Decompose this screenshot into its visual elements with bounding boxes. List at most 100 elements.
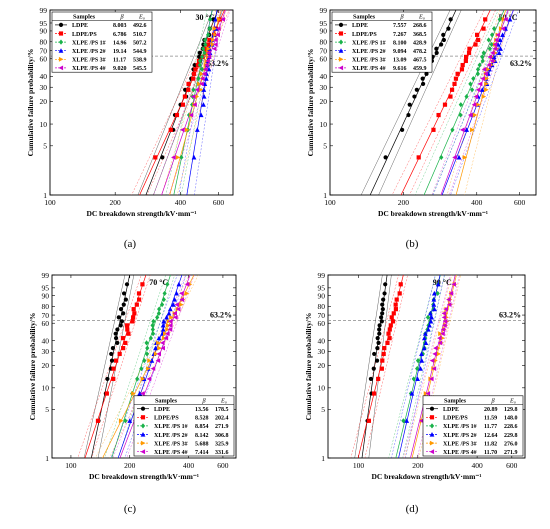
x-tick-label: 600 — [217, 461, 229, 470]
data-point — [146, 376, 152, 382]
legend-e0: 368.5 — [413, 32, 427, 38]
data-point — [481, 50, 486, 56]
data-point — [216, 17, 222, 22]
data-point — [120, 336, 126, 341]
legend-series-name: XLPE /PS 1# — [154, 424, 188, 430]
legend-series-name: LDPE — [352, 23, 368, 29]
data-point — [473, 94, 479, 99]
legend-series-name: LDPE/PS — [72, 32, 97, 38]
data-point — [204, 62, 209, 68]
data-point — [130, 319, 135, 324]
data-point — [123, 340, 128, 346]
y-tick-label: 20 — [42, 361, 50, 370]
data-point — [440, 327, 446, 332]
data-point — [144, 351, 150, 357]
data-point — [468, 81, 473, 87]
confidence-bound — [378, 10, 462, 195]
legend-header: β — [490, 397, 495, 404]
legend-series-name: XLPE /PS 4# — [352, 66, 386, 72]
legend-e0: 268.6 — [413, 23, 427, 29]
data-point — [486, 62, 492, 68]
legend-e0: 538.9 — [133, 58, 147, 64]
data-point — [455, 71, 460, 76]
data-point — [105, 376, 110, 382]
data-point — [156, 340, 161, 346]
data-point — [126, 331, 131, 336]
data-point — [496, 50, 502, 55]
x-tick-label: 200 — [124, 461, 136, 470]
data-point — [197, 58, 203, 64]
data-point — [489, 58, 495, 64]
data-point — [428, 318, 434, 324]
legend-e0: 510.7 — [133, 32, 147, 38]
data-point — [472, 112, 478, 118]
legend-series-name: XLPE /PS 3# — [352, 58, 386, 64]
data-point — [415, 366, 420, 372]
legend-beta: 9.020 — [113, 66, 127, 72]
data-point — [186, 87, 191, 92]
legend-marker — [338, 31, 344, 36]
data-point — [371, 391, 377, 396]
data-point — [121, 346, 126, 351]
data-point — [121, 311, 126, 316]
confidence-bound — [118, 275, 175, 458]
data-point — [484, 81, 489, 87]
data-point — [156, 351, 162, 357]
y-tick-label: 20 — [318, 361, 326, 370]
confidence-bound — [432, 10, 508, 195]
data-point — [453, 76, 459, 81]
confidence-bound — [194, 10, 222, 195]
legend-marker — [338, 39, 344, 45]
legend-beta: 8.854 — [195, 424, 209, 430]
data-point — [168, 322, 173, 328]
data-point — [136, 297, 142, 302]
legend-marker — [140, 440, 146, 446]
data-point — [503, 17, 508, 22]
data-point — [174, 290, 179, 296]
data-point — [440, 331, 445, 337]
legend-beta: 12.64 — [484, 433, 498, 439]
data-point — [425, 326, 431, 332]
legend-e0: 428.9 — [413, 40, 427, 46]
x-tick-label: 100 — [324, 198, 336, 207]
data-point — [463, 58, 468, 64]
data-point — [139, 366, 144, 372]
legend-header: β — [399, 14, 404, 21]
data-point — [160, 322, 166, 328]
data-point — [459, 67, 465, 72]
data-point — [95, 418, 101, 423]
data-point — [452, 154, 457, 160]
data-point — [446, 302, 452, 308]
data-point — [194, 127, 200, 132]
data-point — [425, 314, 431, 321]
data-point — [484, 87, 489, 93]
data-point — [379, 315, 384, 320]
data-point — [448, 291, 454, 296]
x-axis-label: DC breakdown strength/kV·mm⁻¹ — [371, 472, 481, 481]
data-point — [127, 418, 133, 423]
data-point — [380, 311, 385, 316]
y-tick-label: 90 — [40, 27, 48, 36]
data-point — [134, 302, 139, 307]
confidence-bound — [165, 10, 208, 195]
legend-series-name: XLPE /PS 3# — [443, 441, 477, 447]
data-point — [484, 76, 490, 82]
x-tick-label: 200 — [110, 198, 122, 207]
confidence-bound — [97, 275, 135, 458]
legend-e0: 325.9 — [215, 441, 229, 447]
y-tick-label: 99 — [320, 6, 328, 15]
y-tick-label: 10 — [318, 384, 326, 393]
legend-beta: 7.267 — [393, 32, 407, 38]
data-point — [419, 358, 425, 363]
data-point — [437, 335, 442, 341]
data-point — [111, 366, 116, 371]
data-point — [475, 32, 480, 37]
y-tick-label: 80 — [40, 38, 48, 47]
data-point — [379, 366, 384, 371]
data-point — [441, 310, 447, 316]
legend-beta: 14.96 — [113, 40, 127, 46]
temperature-label: 50 °C — [499, 13, 518, 22]
data-point — [161, 318, 167, 324]
data-point — [121, 291, 127, 296]
data-point — [131, 315, 136, 320]
